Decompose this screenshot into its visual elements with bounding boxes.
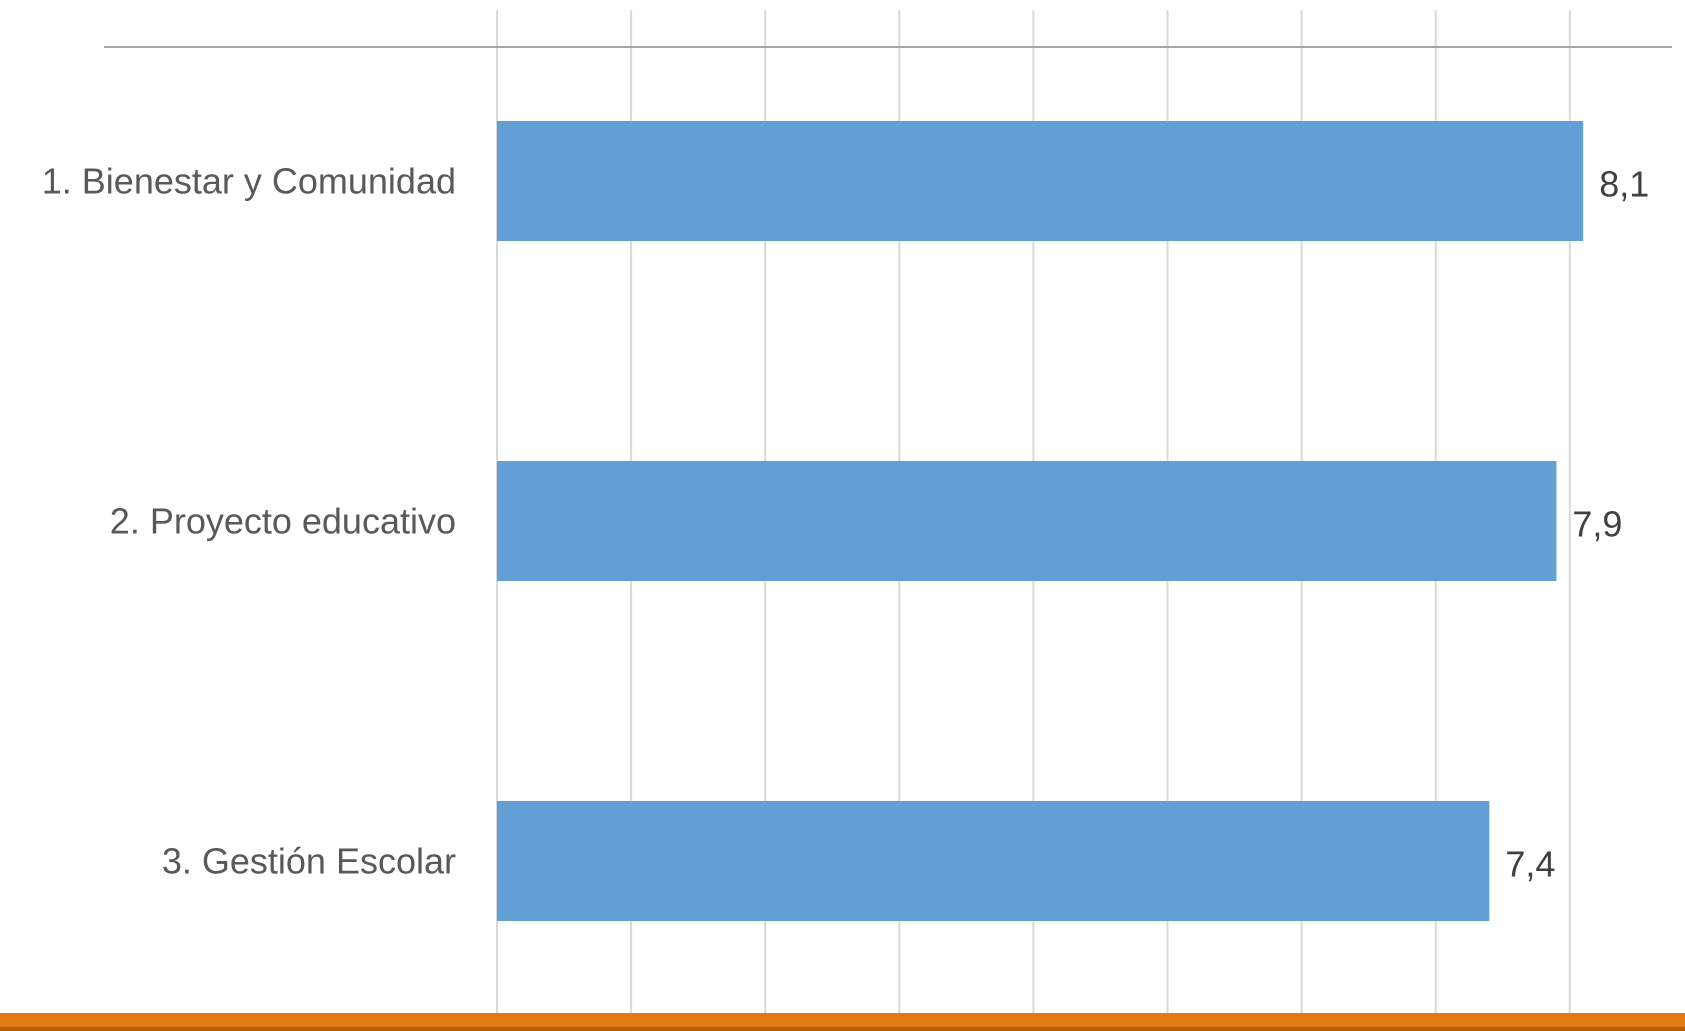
- bar: [497, 121, 1584, 241]
- data-label: 7,4: [1505, 844, 1555, 885]
- data-label: 7,9: [1572, 504, 1622, 545]
- category-label: 3. Gestión Escolar: [162, 841, 456, 882]
- bar: [497, 461, 1557, 581]
- footer-band: [0, 1013, 1685, 1031]
- category-labels: 1. Bienestar y Comunidad 2. Proyecto educ…: [42, 161, 456, 882]
- category-label: 2. Proyecto educativo: [110, 501, 456, 542]
- footer-edge: [0, 1027, 1685, 1031]
- category-label: 1. Bienestar y Comunidad: [42, 161, 456, 202]
- bars: [497, 121, 1584, 921]
- value-labels: 8,1 7,9 7,4: [1505, 164, 1649, 885]
- data-label: 8,1: [1599, 164, 1649, 205]
- bar: [497, 801, 1490, 921]
